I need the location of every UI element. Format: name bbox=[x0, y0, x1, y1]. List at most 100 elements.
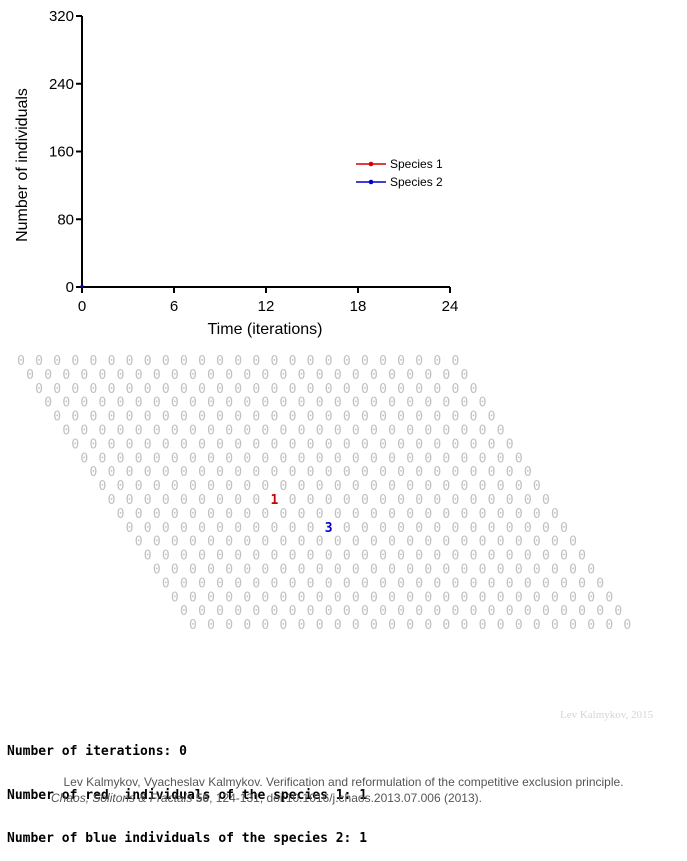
lattice-cell: 0 bbox=[370, 590, 378, 605]
lattice-cell: 0 bbox=[216, 437, 224, 452]
lattice-cell: 0 bbox=[415, 576, 423, 591]
lattice-cell: 0 bbox=[298, 535, 306, 550]
lattice-cell: 0 bbox=[280, 590, 288, 605]
lattice-cell: 0 bbox=[198, 493, 206, 508]
lattice-cell: 0 bbox=[533, 507, 541, 522]
lattice-cell: 0 bbox=[497, 563, 505, 578]
lattice-cell: 0 bbox=[361, 382, 369, 397]
lattice-cell: 0 bbox=[424, 507, 432, 522]
lattice-cell: 0 bbox=[370, 479, 378, 494]
lattice-cell: 0 bbox=[189, 507, 197, 522]
lattice-cell: 0 bbox=[605, 618, 613, 633]
lattice-cell: 0 bbox=[234, 576, 242, 591]
lattice-cell: 0 bbox=[587, 563, 595, 578]
lattice-cell: 0 bbox=[180, 354, 188, 369]
blue-count: Number of blue individuals of the specie… bbox=[7, 831, 368, 846]
x-tick-label: 0 bbox=[78, 298, 86, 315]
lattice-cell: 0 bbox=[433, 465, 441, 480]
lattice-cell: 0 bbox=[397, 521, 405, 536]
lattice-cell: 0 bbox=[144, 354, 152, 369]
lattice-cell: 0 bbox=[108, 354, 116, 369]
lattice-cell: 0 bbox=[243, 590, 251, 605]
lattice-cell: 0 bbox=[623, 618, 631, 633]
lattice-cell: 0 bbox=[171, 368, 179, 383]
lattice-cell: 0 bbox=[108, 493, 116, 508]
lattice-cell: 0 bbox=[153, 424, 161, 439]
lattice-cell: 0 bbox=[126, 354, 134, 369]
lattice-cell: 0 bbox=[71, 437, 79, 452]
lattice-cell: 0 bbox=[424, 451, 432, 466]
lattice-cell: 0 bbox=[307, 493, 315, 508]
lattice-cell: 0 bbox=[189, 590, 197, 605]
lattice-cell: 0 bbox=[361, 576, 369, 591]
chart-legend: Species 1 Species 2 bbox=[356, 157, 443, 189]
x-tick-label: 24 bbox=[442, 298, 459, 315]
lattice-cell: 0 bbox=[316, 563, 324, 578]
lattice-cell: 0 bbox=[234, 493, 242, 508]
lattice-cell: 0 bbox=[433, 354, 441, 369]
lattice-cell: 0 bbox=[433, 549, 441, 564]
lattice-cell: 0 bbox=[117, 424, 125, 439]
lattice-cell: 0 bbox=[388, 507, 396, 522]
lattice-cell: 0 bbox=[343, 354, 351, 369]
citation-authors: Lev Kalmykov, Vyacheslav Kalmykov. Verif… bbox=[63, 775, 624, 789]
lattice-cell: 0 bbox=[560, 521, 568, 536]
lattice-cell: 0 bbox=[479, 507, 487, 522]
lattice-cell: 0 bbox=[451, 493, 459, 508]
lattice-cell: 0 bbox=[370, 535, 378, 550]
lattice-cell: 0 bbox=[334, 507, 342, 522]
lattice-cell: 0 bbox=[497, 451, 505, 466]
lattice-cell: 0 bbox=[334, 535, 342, 550]
lattice-cell: 0 bbox=[89, 382, 97, 397]
lattice-cell: 0 bbox=[388, 451, 396, 466]
lattice-cell: 0 bbox=[298, 563, 306, 578]
lattice-cell: 0 bbox=[162, 382, 170, 397]
lattice-cell: 0 bbox=[234, 549, 242, 564]
lattice-cell: 0 bbox=[352, 424, 360, 439]
lattice-cell: 0 bbox=[316, 590, 324, 605]
lattice-cell: 0 bbox=[470, 521, 478, 536]
lattice-cell: 0 bbox=[280, 451, 288, 466]
lattice-cell: 0 bbox=[533, 563, 541, 578]
lattice-cell: 0 bbox=[270, 410, 278, 425]
lattice-cell: 0 bbox=[180, 465, 188, 480]
lattice-cell: 0 bbox=[379, 604, 387, 619]
lattice-cell: 0 bbox=[234, 410, 242, 425]
lattice-cell: 0 bbox=[415, 437, 423, 452]
lattice-cell: 0 bbox=[261, 368, 269, 383]
lattice-cell: 0 bbox=[99, 479, 107, 494]
lattice-cell: 0 bbox=[343, 493, 351, 508]
lattice-cell: 0 bbox=[280, 535, 288, 550]
lattice-cell: 0 bbox=[370, 451, 378, 466]
lattice-cell: 0 bbox=[388, 618, 396, 633]
population-chart: 0 80 160 240 320 0 6 12 18 24 Number of individua… bbox=[14, 8, 459, 338]
lattice-cell: 0 bbox=[89, 410, 97, 425]
lattice-cell: 0 bbox=[225, 451, 233, 466]
lattice-cell: 0 bbox=[261, 563, 269, 578]
lattice-cell: 0 bbox=[433, 382, 441, 397]
lattice-cell: 0 bbox=[270, 437, 278, 452]
lattice-cell: 0 bbox=[424, 535, 432, 550]
lattice-cell: 0 bbox=[280, 396, 288, 411]
lattice-cell: 0 bbox=[379, 521, 387, 536]
lattice-cell: 0 bbox=[515, 451, 523, 466]
lattice-cell: 0 bbox=[207, 368, 215, 383]
lattice-cell: 0 bbox=[216, 410, 224, 425]
lattice-cell: 0 bbox=[461, 396, 469, 411]
lattice-cell: 0 bbox=[442, 368, 450, 383]
lattice-cell: 0 bbox=[506, 465, 514, 480]
lattice-cell: 0 bbox=[89, 437, 97, 452]
lattice-cell: 0 bbox=[587, 618, 595, 633]
lattice-cell: 0 bbox=[569, 535, 577, 550]
lattice-cell: 0 bbox=[35, 354, 43, 369]
lattice-cell: 0 bbox=[135, 507, 143, 522]
lattice-cell: 0 bbox=[135, 368, 143, 383]
lattice-cell: 0 bbox=[442, 563, 450, 578]
lattice-cell: 0 bbox=[334, 368, 342, 383]
lattice-cell: 0 bbox=[343, 549, 351, 564]
lattice-cell: 0 bbox=[397, 549, 405, 564]
lattice-cell: 0 bbox=[560, 576, 568, 591]
lattice-cell: 0 bbox=[234, 354, 242, 369]
lattice-cell: 0 bbox=[415, 465, 423, 480]
lattice-cell: 0 bbox=[470, 410, 478, 425]
